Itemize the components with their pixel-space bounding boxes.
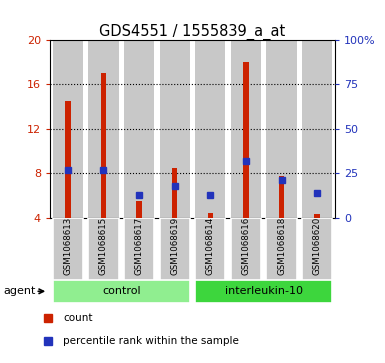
Bar [195,218,226,280]
Text: agent: agent [4,286,36,296]
Bar [101,73,106,218]
Bar [136,201,142,218]
Bar [65,101,70,218]
Bar [53,40,83,218]
Bar [231,40,261,218]
Bar [266,40,297,218]
Bar [53,280,190,303]
Bar [88,40,119,218]
Text: GSM1068618: GSM1068618 [277,216,286,275]
Bar [302,40,332,218]
Text: GSM1068615: GSM1068615 [99,216,108,275]
Bar [124,40,154,218]
Bar [159,218,190,280]
Bar [88,218,119,280]
Bar [208,213,213,218]
Text: GDS4551 / 1555839_a_at: GDS4551 / 1555839_a_at [99,24,286,40]
Text: GSM1068613: GSM1068613 [64,216,72,275]
Bar [195,40,226,218]
Bar [172,168,177,218]
Text: control: control [102,286,141,296]
Bar [243,62,249,218]
Text: GSM1068620: GSM1068620 [313,216,321,275]
Bar [266,218,297,280]
Text: interleukin-10: interleukin-10 [225,286,303,296]
Bar [195,280,332,303]
Text: percentile rank within the sample: percentile rank within the sample [64,336,239,346]
Text: GSM1068614: GSM1068614 [206,216,215,275]
Bar [53,218,83,280]
Text: GSM1068616: GSM1068616 [241,216,250,275]
Bar [315,215,320,218]
Bar [231,218,261,280]
Bar [302,218,332,280]
Text: GSM1068617: GSM1068617 [135,216,144,275]
Bar [159,40,190,218]
Text: GSM1068619: GSM1068619 [170,216,179,275]
Text: count: count [64,313,93,323]
Bar [124,218,154,280]
Bar [279,176,284,218]
